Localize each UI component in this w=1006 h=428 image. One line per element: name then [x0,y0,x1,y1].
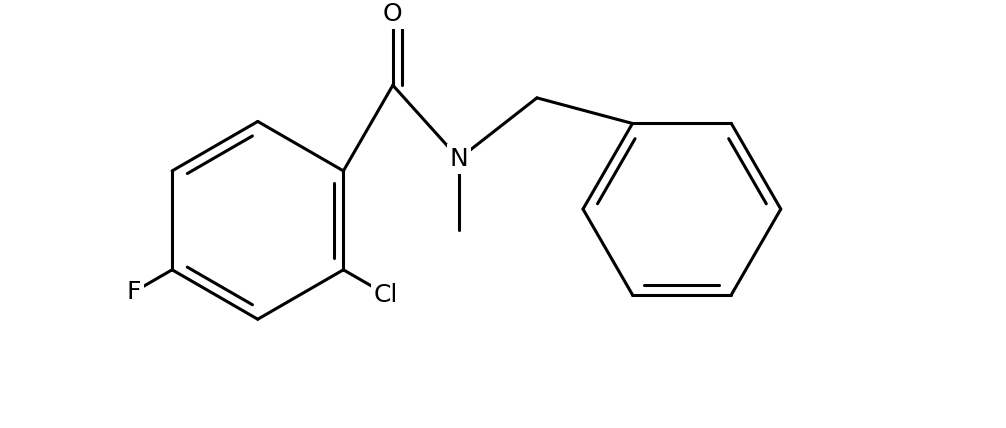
Text: N: N [450,147,469,171]
Text: O: O [383,2,402,26]
Text: Cl: Cl [374,282,398,306]
Text: F: F [127,280,141,304]
